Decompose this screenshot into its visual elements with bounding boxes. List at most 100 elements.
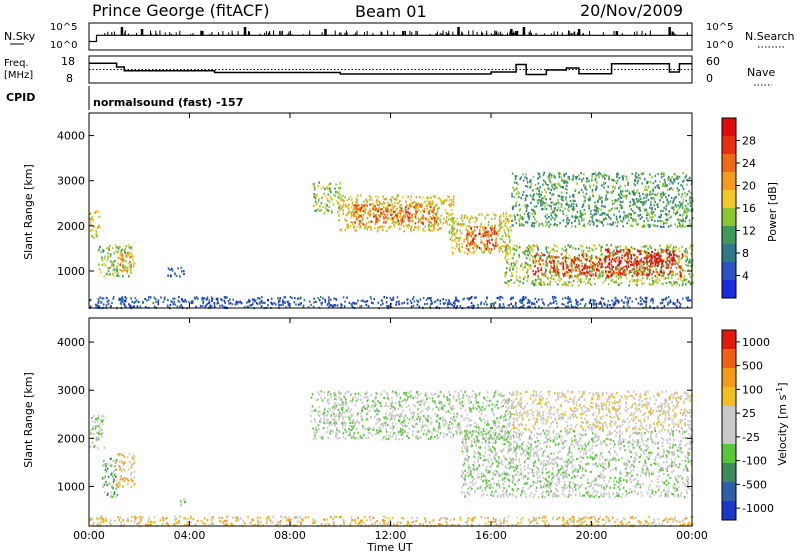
heatmap-cell (632, 254, 635, 257)
heatmap-cell (417, 300, 420, 303)
heatmap-cell (622, 218, 625, 221)
heatmap-cell (544, 266, 547, 269)
heatmap-cell (346, 205, 349, 208)
heatmap-cell (583, 208, 586, 212)
heatmap-cell (604, 259, 606, 262)
heatmap-cell (370, 427, 372, 430)
heatmap-cell (377, 196, 379, 199)
heatmap-cell (203, 297, 206, 300)
heatmap-cell (623, 195, 625, 198)
heatmap-cell (584, 304, 586, 307)
heatmap-cell (532, 244, 535, 247)
heatmap-cell (361, 206, 363, 209)
heatmap-cell (660, 196, 662, 199)
nsearch-label: N.Search (745, 30, 795, 43)
nsky-tick-mark (501, 33, 503, 36)
heatmap-cell (127, 483, 129, 486)
heatmap-cell (431, 229, 434, 232)
heatmap-cell (625, 197, 628, 200)
heatmap-cell (387, 210, 389, 213)
heatmap-cell (378, 219, 380, 222)
heatmap-cell (592, 299, 595, 302)
heatmap-cell (122, 263, 124, 267)
heatmap-cell (493, 226, 496, 229)
heatmap-cell (569, 256, 571, 259)
heatmap-cell (319, 209, 321, 212)
heatmap-cell (534, 222, 536, 225)
heatmap-cell (663, 271, 665, 274)
heatmap-cell (395, 221, 397, 224)
heatmap-cell (578, 267, 581, 270)
heatmap-cell (551, 255, 553, 258)
heatmap-cell (678, 301, 681, 304)
heatmap-cell (495, 237, 498, 240)
heatmap-cell (324, 298, 326, 301)
nsky-spike (457, 27, 460, 36)
heatmap-cell (675, 266, 678, 269)
heatmap-cell (210, 296, 213, 299)
heatmap-cell (636, 281, 638, 284)
heatmap-cell (643, 200, 646, 204)
heatmap-cell (328, 299, 330, 302)
heatmap-cell (372, 212, 375, 215)
heatmap-cell (684, 195, 687, 198)
heatmap-cell (611, 178, 613, 181)
heatmap-cell (98, 248, 100, 252)
heatmap-cell (578, 191, 581, 194)
heatmap-cell (605, 270, 607, 273)
heatmap-cell (646, 266, 648, 270)
heatmap-cell (689, 282, 692, 285)
nsky-tick-mark (155, 30, 157, 36)
heatmap-cell (664, 221, 666, 224)
heatmap-cell (562, 180, 565, 183)
heatmap-cell (401, 216, 403, 219)
heatmap-cell (606, 244, 608, 247)
heatmap-cell (139, 305, 142, 308)
heatmap-cell (484, 248, 486, 251)
heatmap-cell (684, 208, 686, 211)
heatmap-cell (395, 303, 397, 306)
heatmap-cell (180, 303, 183, 306)
heatmap-cell (535, 260, 537, 263)
heatmap-cell (308, 300, 311, 303)
heatmap-cell (534, 255, 537, 258)
heatmap-cell (506, 261, 508, 264)
heatmap-cell (440, 214, 443, 217)
heatmap-cell (357, 299, 359, 302)
heatmap-cell (647, 260, 649, 264)
heatmap-cell (620, 299, 623, 302)
nsky-tick-mark (570, 33, 572, 36)
heatmap-cell (489, 241, 491, 245)
nsearch-tick-top: 10^5 (706, 22, 733, 33)
heatmap-cell (322, 186, 325, 189)
heatmap-cell (89, 445, 91, 448)
freq-line (89, 62, 692, 76)
heatmap-cell (653, 255, 656, 258)
heatmap-cell (643, 257, 646, 260)
heatmap-cell (554, 249, 556, 252)
heatmap-cell (287, 304, 290, 307)
heatmap-cell (520, 263, 523, 266)
heatmap-cell (682, 217, 684, 221)
heatmap-cell (428, 210, 430, 214)
heatmap-cell (452, 201, 455, 204)
heatmap-cell (106, 300, 109, 303)
heatmap-cell (316, 193, 319, 196)
heatmap-cell (396, 212, 398, 215)
heatmap-cell (478, 247, 481, 250)
nsky-tick-mark (266, 31, 267, 36)
heatmap-cell (657, 219, 659, 223)
heatmap-cell (439, 218, 441, 221)
heatmap-cell (500, 415, 502, 418)
heatmap-cell (375, 209, 378, 212)
heatmap-cell (619, 270, 622, 273)
heatmap-cell (620, 193, 623, 196)
heatmap-cell (398, 205, 401, 208)
heatmap-cell (603, 186, 605, 189)
heatmap-cell (542, 283, 545, 286)
nsky-tick-mark (127, 33, 129, 36)
heatmap-cell (526, 302, 529, 305)
heatmap-cell (648, 261, 651, 264)
nsky-tick-mark (280, 31, 282, 36)
heatmap-cell (652, 224, 655, 227)
